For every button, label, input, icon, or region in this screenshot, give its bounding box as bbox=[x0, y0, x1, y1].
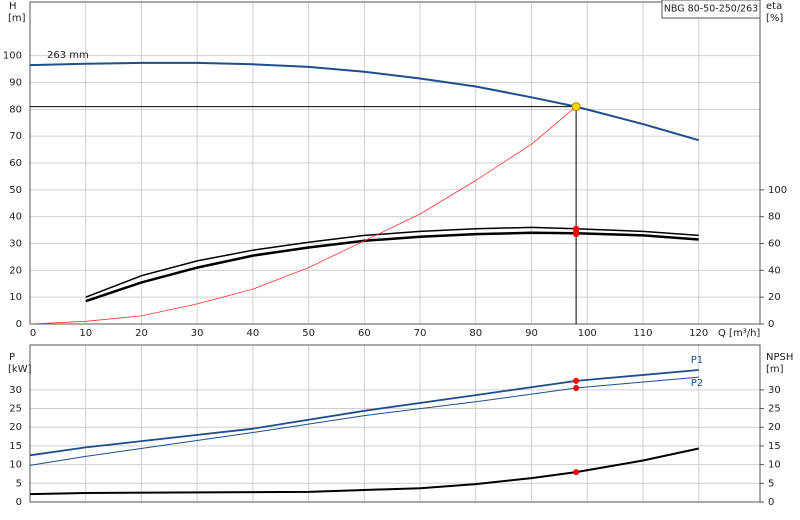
y2-tick-label: 20 bbox=[768, 422, 781, 433]
y2-tick-label: 25 bbox=[768, 404, 781, 415]
y-tick-label: 0 bbox=[16, 319, 22, 330]
y2-tick-label: 20 bbox=[768, 292, 781, 303]
series-line bbox=[29, 447, 699, 496]
y2-tick-label: 100 bbox=[768, 185, 787, 196]
y-tick-label: 50 bbox=[9, 185, 22, 196]
y-axis-unit: [m] bbox=[8, 13, 26, 24]
marker bbox=[573, 231, 580, 238]
series-label: P1 bbox=[691, 355, 703, 366]
y2-tick-label: 15 bbox=[768, 441, 781, 452]
x-tick-label: 40 bbox=[247, 328, 260, 339]
y2-tick-label: 80 bbox=[768, 212, 781, 223]
y-tick-label: 40 bbox=[9, 212, 22, 223]
y-tick-label: 10 bbox=[9, 292, 22, 303]
x-tick-label: 60 bbox=[358, 328, 371, 339]
plot-frame bbox=[29, 344, 761, 503]
series-label: 263 mm bbox=[47, 50, 89, 61]
series-line bbox=[85, 226, 699, 298]
y-tick-label: 80 bbox=[9, 104, 22, 115]
chart-title: NBG 80-50-250/263 bbox=[664, 4, 758, 15]
y-tick-label: 20 bbox=[9, 422, 22, 433]
x-tick-label: 110 bbox=[633, 328, 652, 339]
series-label: P2 bbox=[691, 378, 703, 389]
plot-frame bbox=[29, 1, 761, 325]
y-tick-label: 25 bbox=[9, 404, 22, 415]
y-tick-label: 20 bbox=[9, 265, 22, 276]
x-tick-label: 70 bbox=[414, 328, 427, 339]
marker bbox=[573, 377, 580, 384]
y-tick-label: 0 bbox=[16, 497, 22, 508]
y-tick-label: 5 bbox=[16, 478, 22, 489]
x-tick-label: 30 bbox=[191, 328, 204, 339]
x-tick-label: 100 bbox=[578, 328, 597, 339]
x-axis-label: Q [m³/h] bbox=[718, 328, 760, 339]
y-tick-label: 90 bbox=[9, 78, 22, 89]
y2-tick-label: 40 bbox=[768, 265, 781, 276]
x-tick-label: 90 bbox=[525, 328, 538, 339]
y2-tick-label: 0 bbox=[768, 319, 774, 330]
y-tick-label: 10 bbox=[9, 460, 22, 471]
y2-tick-label: 5 bbox=[768, 478, 774, 489]
y2-axis-label: eta bbox=[766, 1, 782, 12]
x-tick-label: 0 bbox=[30, 328, 36, 339]
y2-axis-unit: [m] bbox=[766, 364, 784, 375]
series-line bbox=[29, 106, 577, 325]
x-tick-label: 80 bbox=[469, 328, 482, 339]
marker bbox=[573, 384, 580, 391]
y2-tick-label: 10 bbox=[768, 460, 781, 471]
y-axis-label: H bbox=[9, 1, 17, 12]
y2-tick-label: 30 bbox=[768, 385, 781, 396]
y-axis-label: P bbox=[9, 352, 15, 363]
x-tick-label: 10 bbox=[79, 328, 92, 339]
y-tick-label: 15 bbox=[9, 441, 22, 452]
y-tick-label: 30 bbox=[9, 385, 22, 396]
y-tick-label: 60 bbox=[9, 158, 22, 169]
y2-axis-label: NPSH bbox=[766, 352, 793, 363]
y2-axis-unit: [%] bbox=[766, 13, 783, 24]
title-box bbox=[661, 0, 761, 19]
x-tick-label: 50 bbox=[302, 328, 315, 339]
y-tick-label: 70 bbox=[9, 131, 22, 142]
y2-tick-label: 60 bbox=[768, 239, 781, 250]
operating-point bbox=[571, 102, 581, 112]
series-line bbox=[85, 231, 699, 303]
y-tick-label: 100 bbox=[3, 51, 22, 62]
y2-tick-label: 0 bbox=[768, 497, 774, 508]
y-tick-label: 30 bbox=[9, 239, 22, 250]
marker bbox=[573, 469, 580, 476]
x-tick-label: 120 bbox=[689, 328, 708, 339]
x-tick-label: 20 bbox=[135, 328, 148, 339]
y-axis-unit: [kW] bbox=[8, 364, 32, 375]
